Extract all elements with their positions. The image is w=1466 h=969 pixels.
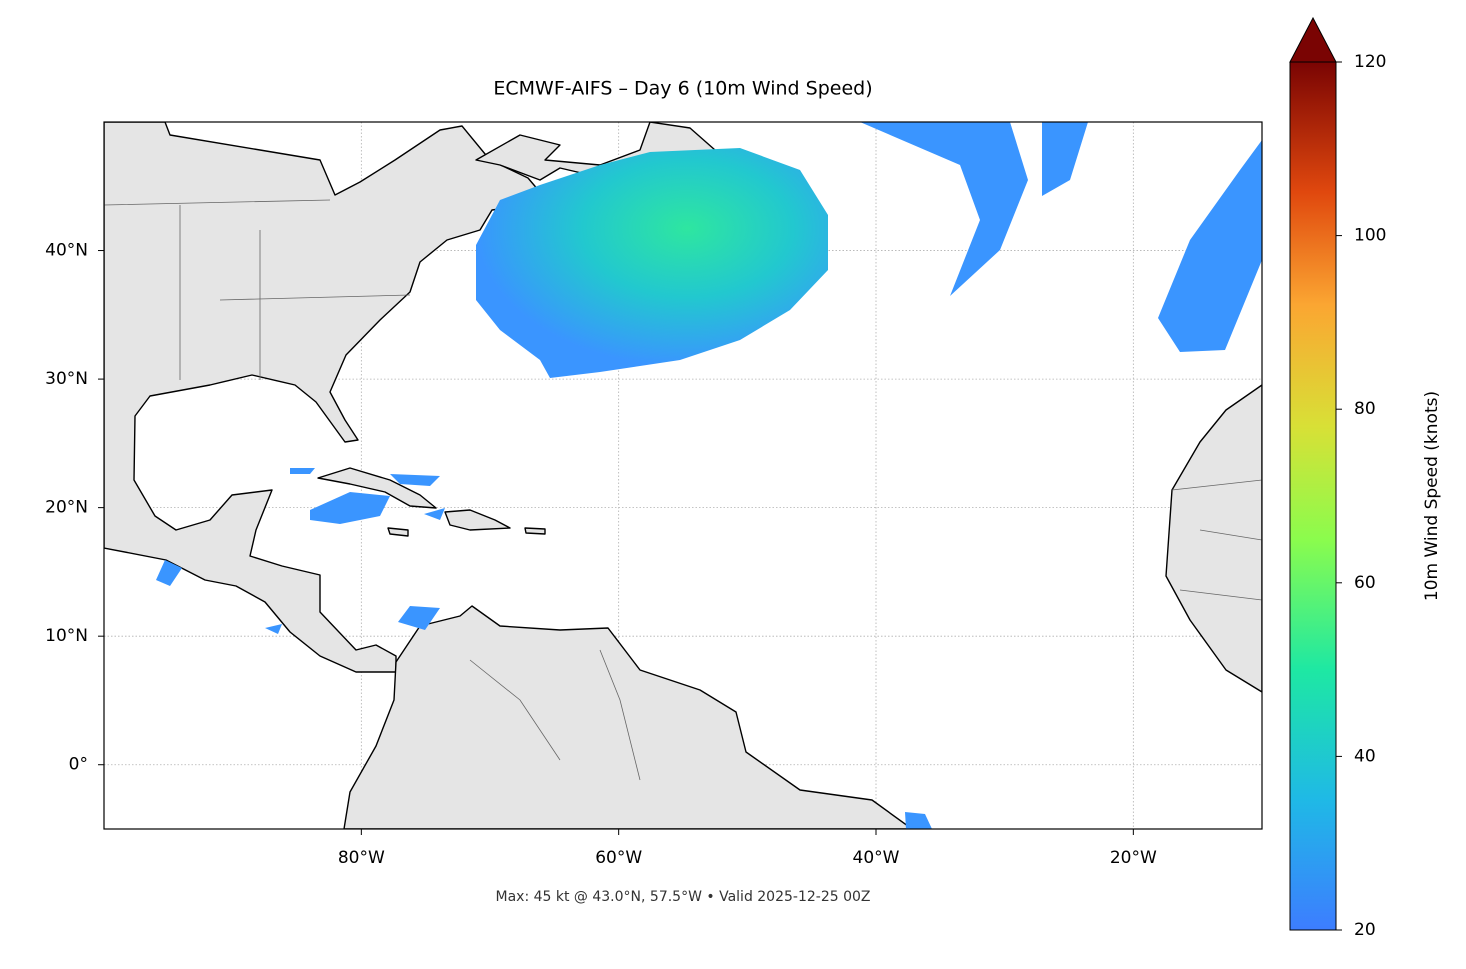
footnote: Max: 45 kt @ 43.0°N, 57.5°W • Valid 2025… xyxy=(496,889,871,905)
x-tick-label: 20°W xyxy=(1110,848,1157,868)
map-title: ECMWF-AIFS – Day 6 (10m Wind Speed) xyxy=(493,78,872,100)
storm-wind xyxy=(476,148,828,378)
y-tick-label: 30°N xyxy=(45,369,88,389)
north-america xyxy=(104,122,546,673)
y-tick-label: 10°N xyxy=(45,626,88,646)
y-tick-label: 40°N xyxy=(45,241,88,261)
hispaniola xyxy=(444,509,511,531)
south-america xyxy=(343,605,913,829)
colorbar-tick-label: 100 xyxy=(1354,226,1386,246)
colorbar-tick-label: 120 xyxy=(1354,52,1386,72)
x-tick-label: 80°W xyxy=(338,848,385,868)
y-tick-label: 0° xyxy=(69,755,88,775)
africa xyxy=(1165,384,1262,693)
colorbar-extend xyxy=(1289,16,1337,63)
borders xyxy=(104,199,1262,781)
colorbar-tick-label: 60 xyxy=(1354,573,1376,593)
axes-frame xyxy=(103,121,1263,830)
colorbar-tick-label: 40 xyxy=(1354,746,1376,766)
map-area xyxy=(104,122,1262,829)
canada-maritimes xyxy=(475,122,716,181)
y-tick-label: 20°N xyxy=(45,498,88,518)
colorbar-tick-label: 80 xyxy=(1354,399,1376,419)
x-tick-label: 60°W xyxy=(595,848,642,868)
x-tick-label: 40°W xyxy=(853,848,900,868)
jamaica xyxy=(387,527,409,537)
colorbar-label: 10m Wind Speed (knots) xyxy=(1422,391,1442,601)
cuba xyxy=(317,467,437,509)
colorbar xyxy=(1289,61,1337,931)
puerto-rico xyxy=(524,527,546,535)
colorbar-tick-label: 20 xyxy=(1354,920,1376,940)
